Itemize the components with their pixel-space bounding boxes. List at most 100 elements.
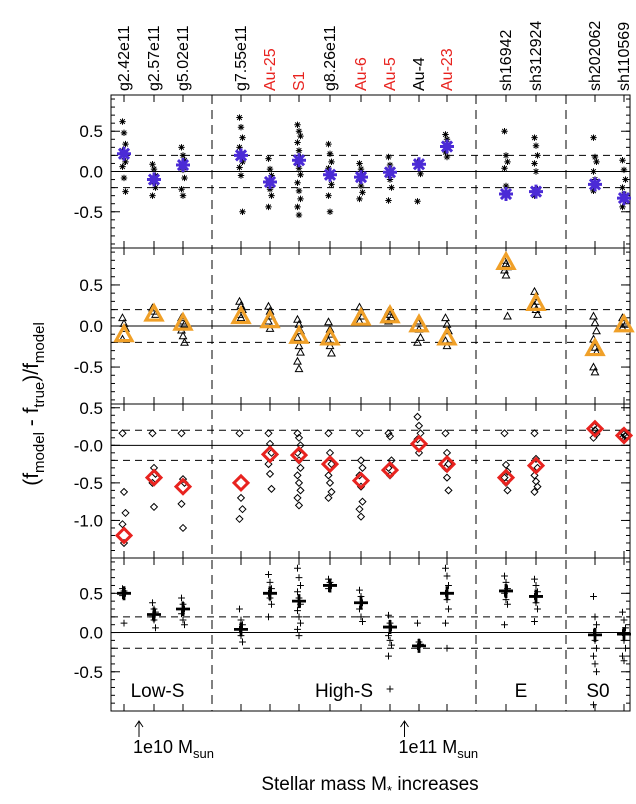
data-point (359, 189, 366, 196)
data-point (294, 341, 304, 350)
mean-marker (319, 326, 341, 346)
galaxy-label: sh312924 (528, 21, 545, 91)
group-label: E (515, 681, 528, 702)
data-point (294, 433, 304, 442)
data-point (589, 362, 598, 371)
mean-marker (408, 313, 430, 333)
mean-marker (440, 586, 454, 601)
data-point (357, 182, 365, 190)
data-point (236, 605, 243, 613)
data-point (265, 469, 275, 478)
data-point (443, 644, 451, 652)
mean-marker (231, 473, 251, 492)
data-point (386, 636, 394, 644)
data-point (386, 685, 394, 693)
data-point (414, 448, 424, 457)
data-point (501, 128, 508, 135)
data-point (239, 134, 246, 141)
data-point (122, 140, 129, 148)
data-point (326, 208, 334, 215)
data-point (181, 621, 188, 629)
data-point (149, 599, 156, 607)
data-point (236, 493, 246, 503)
data-point (530, 286, 539, 295)
data-point (385, 197, 392, 204)
data-point (295, 574, 303, 582)
data-point (533, 309, 542, 318)
galaxy-label: Au-23 (439, 48, 456, 91)
galaxy-label: g8.26e11 (322, 25, 339, 91)
data-point (295, 211, 303, 219)
data-point (264, 301, 273, 310)
data-point (593, 158, 600, 166)
data-point (593, 644, 600, 652)
galaxy-label: sh16942 (498, 30, 515, 91)
galaxy-label: sh202062 (587, 21, 604, 91)
x-axis-label: Stellar mass M* increases (261, 774, 478, 798)
y-tick-label: -0.5 (74, 203, 103, 222)
data-point (591, 153, 599, 161)
mean-marker (409, 434, 429, 453)
data-point (589, 311, 598, 320)
data-point (236, 164, 243, 171)
mean-marker (288, 324, 310, 344)
data-point (442, 131, 449, 138)
data-point (619, 608, 626, 616)
data-point (294, 179, 301, 186)
y-tick-label: 0.0 (79, 163, 103, 182)
data-point (358, 463, 367, 472)
data-point (443, 153, 451, 161)
data-point (324, 471, 333, 480)
galaxy-label: g2.57e11 (146, 25, 163, 91)
galaxy-label: g2.42e11 (116, 25, 133, 91)
data-point (118, 313, 127, 322)
mean-marker (147, 607, 161, 622)
data-point (266, 186, 274, 193)
data-point (531, 575, 538, 583)
data-point (295, 165, 303, 172)
data-point (265, 571, 272, 578)
mean-marker (263, 586, 277, 601)
data-point (532, 168, 540, 175)
data-point (501, 460, 511, 469)
data-point (325, 192, 332, 199)
data-point (328, 181, 335, 188)
data-point (385, 632, 392, 640)
data-point (441, 429, 450, 438)
mean-marker (412, 157, 426, 172)
data-point (238, 505, 247, 514)
mean-marker (289, 445, 309, 465)
data-point (265, 155, 272, 162)
data-point (294, 121, 301, 128)
y-tick-label: 0.5 (79, 399, 103, 418)
data-point (501, 165, 508, 172)
data-point (503, 486, 512, 495)
mean-marker (147, 172, 161, 187)
data-point (414, 198, 421, 205)
mean-marker (144, 468, 164, 487)
data-point (120, 129, 128, 137)
data-point (388, 184, 395, 191)
y-tick-label: 0.5 (79, 584, 103, 603)
data-point (417, 170, 424, 178)
data-point (267, 484, 276, 493)
data-point (296, 486, 305, 495)
data-point (530, 471, 539, 480)
data-point (359, 618, 366, 625)
data-point (268, 600, 275, 608)
data-point (236, 114, 243, 121)
data-point (152, 184, 159, 191)
data-point (122, 158, 129, 166)
data-point (502, 182, 510, 190)
data-point (266, 578, 274, 586)
data-point (295, 187, 303, 195)
mean-marker (440, 139, 454, 154)
data-point (297, 132, 304, 140)
data-point (385, 611, 392, 619)
mean-marker (230, 304, 252, 325)
mean-marker (234, 622, 248, 637)
data-point (620, 166, 628, 174)
group-separators (211, 95, 567, 711)
data-point (445, 582, 452, 589)
